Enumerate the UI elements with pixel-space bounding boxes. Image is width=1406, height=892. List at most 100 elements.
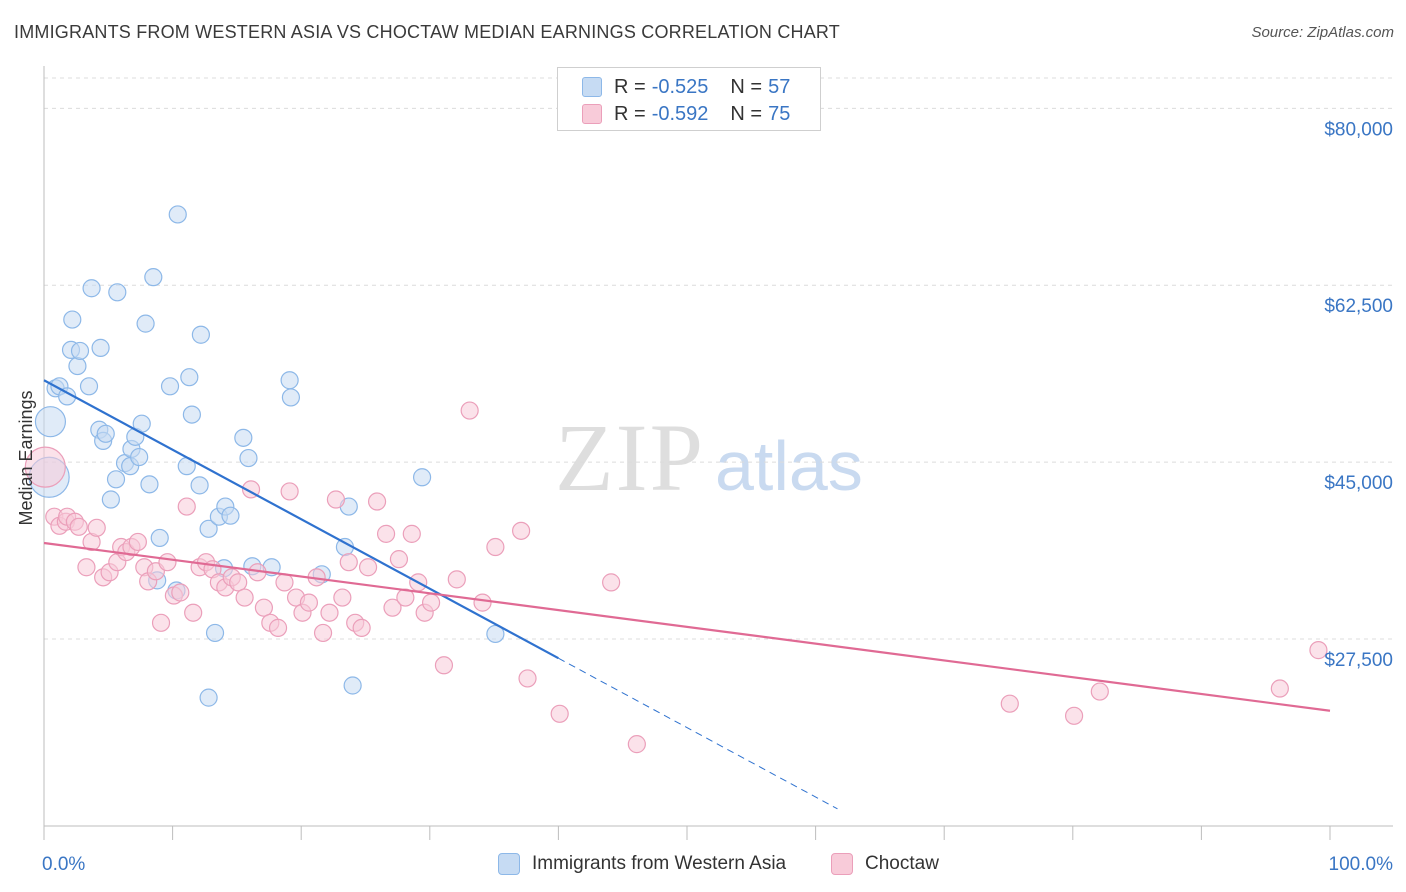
- data-point: [281, 388, 301, 407]
- data-point: [460, 401, 479, 420]
- x-tick-label-min: 0.0%: [42, 854, 85, 875]
- data-point: [367, 492, 387, 511]
- data-point: [627, 735, 646, 754]
- data-point: [339, 553, 358, 572]
- legend-swatch-choctaw: [582, 104, 602, 124]
- data-point: [136, 314, 155, 333]
- bottom-legend-swatch-choctaw: [831, 853, 853, 875]
- legend-r-label: R =: [614, 102, 646, 125]
- data-point: [160, 377, 180, 396]
- data-point: [434, 656, 454, 675]
- data-point: [473, 593, 492, 612]
- data-point: [518, 669, 537, 688]
- data-point: [177, 497, 196, 516]
- chart-title: IMMIGRANTS FROM WESTERN ASIA VS CHOCTAW …: [14, 22, 840, 42]
- legend-n-value: 57: [768, 75, 791, 98]
- data-point: [128, 532, 147, 552]
- data-point: [150, 528, 169, 548]
- data-point: [389, 550, 409, 569]
- data-point: [402, 524, 421, 543]
- series-choctaw: [24, 401, 1328, 754]
- y-tick-label: $80,000: [1324, 119, 1393, 140]
- data-point: [313, 623, 333, 643]
- data-point: [326, 490, 346, 509]
- data-point: [108, 283, 127, 302]
- data-point: [320, 603, 339, 622]
- data-point: [376, 524, 396, 543]
- data-point: [221, 506, 240, 525]
- data-point: [1000, 694, 1019, 713]
- data-point: [24, 446, 66, 488]
- data-point: [358, 558, 378, 577]
- data-point: [1309, 641, 1328, 660]
- data-point: [101, 490, 120, 509]
- data-point: [486, 624, 505, 644]
- data-points: [24, 205, 1328, 754]
- legend-row-western-asia: R = -0.525 N = 57: [582, 73, 808, 101]
- data-point: [1270, 679, 1289, 698]
- legend-r-value: -0.592: [651, 102, 709, 125]
- bottom-legend-western-asia: Immigrants from Western Asia: [498, 851, 786, 877]
- data-point: [352, 618, 371, 637]
- data-point: [343, 676, 362, 695]
- trend-line-choctaw: [43, 541, 1331, 712]
- data-point: [82, 279, 101, 298]
- gridlines: [44, 77, 1393, 640]
- bottom-legend-label-western-asia: Immigrants from Western Asia: [532, 853, 787, 874]
- y-tick-label: $62,500: [1324, 296, 1393, 317]
- data-point: [447, 570, 466, 589]
- data-point: [63, 310, 82, 329]
- data-point: [333, 588, 352, 607]
- data-point: [550, 704, 569, 723]
- data-point: [87, 518, 106, 537]
- data-point: [199, 519, 218, 538]
- data-point: [280, 371, 299, 390]
- axes: [43, 66, 1393, 840]
- bottom-legend-choctaw: Choctaw: [831, 851, 939, 877]
- data-point: [412, 468, 432, 487]
- legend-r-label: R =: [614, 75, 646, 98]
- data-point: [96, 424, 115, 443]
- bottom-legend-swatch-western-asia: [498, 853, 520, 875]
- data-point: [151, 613, 171, 632]
- x-tick-label-max: 100.0%: [1329, 854, 1394, 875]
- data-point: [168, 205, 187, 224]
- y-tick-label: $27,500: [1324, 650, 1393, 671]
- y-tick-label: $45,000: [1324, 473, 1393, 494]
- data-point: [106, 470, 126, 489]
- data-point: [235, 588, 254, 607]
- legend-n-value: 75: [768, 102, 791, 125]
- data-point: [190, 476, 209, 495]
- data-point: [421, 593, 441, 612]
- data-point: [140, 475, 159, 494]
- data-point: [1064, 706, 1084, 725]
- data-point: [229, 573, 248, 592]
- data-point: [79, 377, 99, 396]
- data-point: [1090, 682, 1109, 701]
- y-axis-title: Median Earnings: [16, 390, 36, 525]
- legend-n-label: N =: [730, 75, 763, 98]
- data-point: [275, 573, 294, 592]
- data-point: [486, 537, 505, 557]
- correlation-legend: R = -0.525 N = 57 R = -0.592 N = 75: [557, 67, 821, 131]
- data-point: [205, 623, 225, 643]
- data-point: [191, 325, 210, 344]
- legend-row-choctaw: R = -0.592 N = 75: [582, 100, 808, 128]
- source-label: Source: ZipAtlas.com: [1251, 24, 1394, 41]
- legend-n-label: N =: [730, 102, 763, 125]
- series-western-asia: [28, 205, 505, 707]
- data-point: [171, 583, 190, 602]
- data-point: [512, 521, 531, 540]
- data-point: [602, 573, 621, 592]
- trend-extension-western-asia: [558, 657, 838, 810]
- data-point: [383, 598, 402, 617]
- legend-r-value: -0.525: [651, 75, 709, 98]
- data-point: [299, 593, 319, 612]
- trend-line-western-asia: [43, 379, 559, 660]
- data-point: [70, 341, 90, 361]
- data-point: [180, 368, 199, 387]
- data-point: [91, 338, 110, 357]
- data-point: [69, 517, 88, 536]
- data-point: [77, 558, 96, 577]
